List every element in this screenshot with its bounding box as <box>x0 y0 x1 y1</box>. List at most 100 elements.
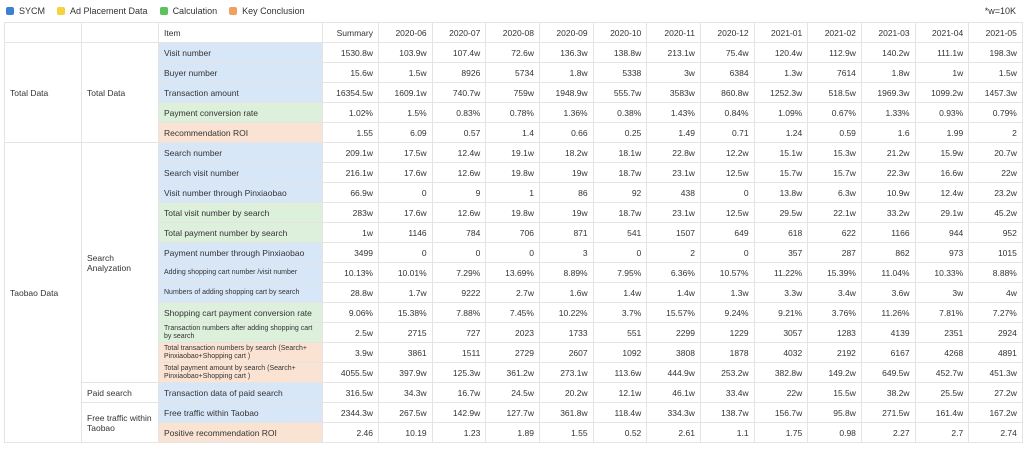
value-cell: 6.3w <box>807 182 862 203</box>
value-cell: 16.6w <box>914 162 970 183</box>
value-cell: 0.79% <box>968 102 1023 123</box>
table-row: Adding shopping cart number /visit numbe… <box>5 262 1023 283</box>
row-item-label: Numbers of adding shopping cart by searc… <box>158 282 323 303</box>
summary-cell: 28.8w <box>322 282 379 303</box>
value-cell: 15.9w <box>914 142 970 163</box>
summary-cell: 316.5w <box>322 382 379 403</box>
value-cell: 118.4w <box>592 402 648 423</box>
header-cell: 2020-08 <box>485 22 540 43</box>
value-cell: 0.52 <box>592 422 648 443</box>
summary-cell: 2344.3w <box>322 402 379 423</box>
value-cell: 18.7w <box>592 202 648 223</box>
value-cell: 382.8w <box>753 362 809 383</box>
value-cell: 3.4w <box>807 282 862 303</box>
legend-label: Key Conclusion <box>242 6 305 16</box>
value-cell: 1.5w <box>968 62 1023 83</box>
value-cell: 6167 <box>860 342 916 363</box>
value-cell: 9.24% <box>699 302 755 323</box>
value-cell: 8.89% <box>538 262 594 283</box>
value-cell: 10.01% <box>378 262 433 283</box>
row-item-label: Transaction numbers after adding shoppin… <box>158 322 323 343</box>
value-cell: 4032 <box>753 342 809 363</box>
row-item-label: Total payment number by search <box>158 222 323 243</box>
summary-cell: 66.9w <box>322 182 379 203</box>
summary-cell: 283w <box>322 202 379 223</box>
value-cell: 113.6w <box>592 362 648 383</box>
value-cell: 1.24 <box>753 122 809 143</box>
value-cell: 361.8w <box>538 402 594 423</box>
value-cell: 267.5w <box>378 402 433 423</box>
value-cell: 3583w <box>646 82 701 103</box>
value-cell: 1.23 <box>431 422 487 443</box>
value-cell: 1.36% <box>538 102 594 123</box>
value-cell: 107.4w <box>431 42 487 63</box>
value-cell: 622 <box>807 222 862 243</box>
legend-swatch <box>159 7 168 15</box>
value-cell: 22w <box>753 382 809 403</box>
value-cell: 12.2w <box>699 142 755 163</box>
value-cell: 75.4w <box>699 42 755 63</box>
row-item-label: Total visit number by search <box>158 202 323 223</box>
value-cell: 397.9w <box>378 362 433 383</box>
value-cell: 860.8w <box>699 82 755 103</box>
table-row: Paid search Transaction data of paid sear… <box>5 382 1023 403</box>
value-cell: 6384 <box>699 62 755 83</box>
value-cell: 9 <box>431 182 487 203</box>
value-cell: 213.1w <box>646 42 701 63</box>
value-cell: 1969.3w <box>860 82 916 103</box>
value-cell: 140.2w <box>860 42 916 63</box>
value-cell: 1609.1w <box>378 82 433 103</box>
value-cell: 0 <box>485 242 540 263</box>
value-cell: 46.1w <box>646 382 701 403</box>
value-cell: 111.1w <box>914 42 970 63</box>
summary-cell: 15.6w <box>322 62 379 83</box>
value-cell: 1948.9w <box>538 82 594 103</box>
value-cell: 27.2w <box>968 382 1023 403</box>
value-cell: 649 <box>699 222 755 243</box>
value-cell: 92 <box>592 182 648 203</box>
value-cell: 138.7w <box>699 402 755 423</box>
value-cell: 2 <box>968 122 1023 143</box>
value-cell: 2715 <box>378 322 433 343</box>
value-cell: 271.5w <box>860 402 916 423</box>
value-cell: 1.43% <box>646 102 701 123</box>
value-cell: 86 <box>538 182 594 203</box>
row-item-label: Search number <box>158 142 323 163</box>
value-cell: 10.19 <box>378 422 433 443</box>
summary-cell: 1.55 <box>322 122 379 143</box>
summary-cell: 1.02% <box>322 102 379 123</box>
value-cell: 8926 <box>431 62 487 83</box>
legend-swatch <box>6 7 14 15</box>
value-cell: 12.4w <box>914 182 970 203</box>
legend-item-ad-placement: Ad Placement Data <box>57 6 148 16</box>
value-cell: 1.7w <box>378 282 433 303</box>
value-cell: 10.33% <box>914 262 970 283</box>
row-item-label: Payment number through Pinxiaobao <box>158 242 323 263</box>
value-cell: 361.2w <box>485 362 540 383</box>
value-cell: 9222 <box>431 282 487 303</box>
value-cell: 2924 <box>968 322 1023 343</box>
value-cell: 24.5w <box>485 382 540 403</box>
value-cell: 451.3w <box>968 362 1023 383</box>
value-cell: 0.38% <box>592 102 648 123</box>
value-cell: 1283 <box>807 322 862 343</box>
header-cell: 2020-11 <box>646 22 701 43</box>
value-cell: 4891 <box>968 342 1023 363</box>
value-cell: 740.7w <box>431 82 487 103</box>
value-cell: 7.81% <box>914 302 970 323</box>
value-cell: 1.8w <box>538 62 594 83</box>
value-cell: 12.1w <box>592 382 648 403</box>
value-cell: 112.9w <box>807 42 862 63</box>
summary-cell: 3499 <box>322 242 379 263</box>
value-cell: 273.1w <box>538 362 594 383</box>
value-cell: 973 <box>914 242 970 263</box>
value-cell: 3.7% <box>592 302 648 323</box>
table-header-row: Item Summary 2020-06 2020-07 2020-08 2020-09 2… <box>4 22 1023 43</box>
table-row: Taobao Data Search Analyzation Search numb… <box>4 142 1023 443</box>
value-cell: 5734 <box>485 62 540 83</box>
header-cell-empty <box>81 22 159 43</box>
header-cell: 2021-03 <box>860 22 916 43</box>
value-cell: 1 <box>485 182 540 203</box>
value-cell: 1.5% <box>378 102 433 123</box>
value-cell: 7.45% <box>485 302 540 323</box>
